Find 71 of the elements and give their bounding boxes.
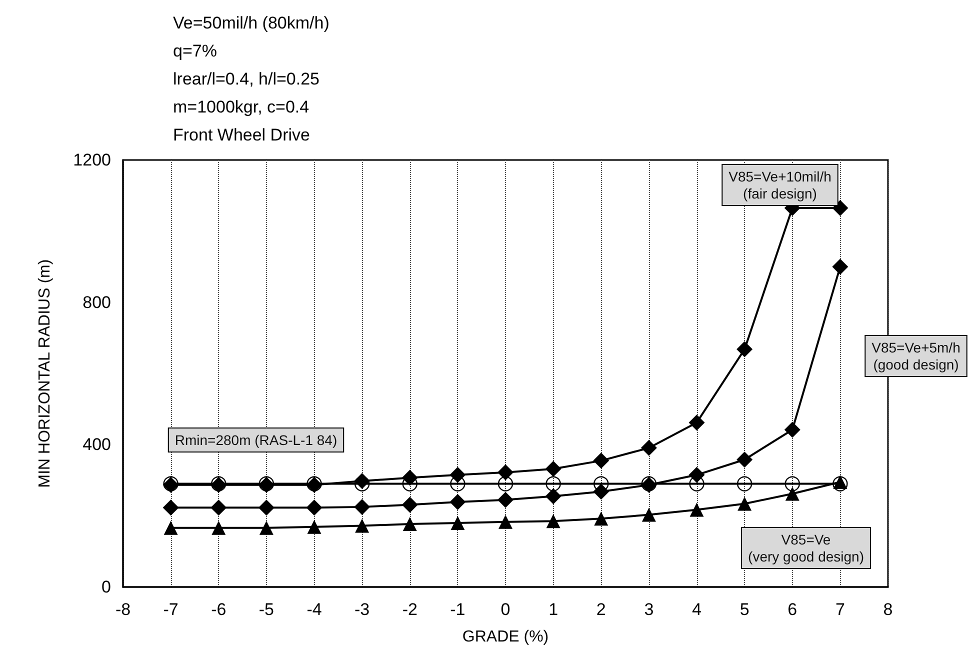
x-tick-label: 0	[500, 600, 510, 619]
point	[450, 466, 466, 483]
point	[688, 414, 705, 431]
y-tick-label: 400	[82, 435, 111, 454]
point	[498, 464, 514, 480]
point	[498, 492, 514, 508]
x-axis-title: GRADE (%)	[462, 628, 549, 646]
point	[688, 466, 705, 483]
point	[498, 476, 514, 492]
y-tick-label: 800	[82, 292, 111, 312]
point	[546, 514, 560, 528]
point	[593, 452, 610, 469]
x-tick-label: 4	[692, 600, 702, 619]
point	[642, 508, 656, 522]
point	[450, 476, 466, 492]
point	[450, 516, 465, 530]
x-tick-label: 7	[835, 600, 845, 619]
series-label: V85=Ve+10mil/h (fair design)	[728, 168, 832, 202]
point	[354, 498, 370, 515]
point	[307, 520, 322, 534]
point	[690, 502, 704, 517]
point	[736, 476, 752, 492]
point	[402, 496, 418, 513]
x-tick-label: 3	[644, 600, 654, 619]
x-tick-label: 5	[740, 600, 750, 619]
x-tick-label: 8	[883, 600, 893, 619]
point	[689, 476, 704, 492]
point	[258, 500, 274, 516]
point	[545, 488, 562, 504]
text: Rmin=280m (RAS-L-1 84)	[174, 432, 338, 448]
x-tick-label: 2	[596, 600, 606, 619]
point	[162, 500, 179, 516]
y-tick-label: 1200	[73, 150, 111, 170]
point	[832, 200, 848, 216]
point	[545, 460, 562, 477]
series-label: V85=Ve (very good design)	[748, 532, 864, 564]
point	[354, 476, 370, 492]
x-tick-label: -7	[163, 600, 178, 619]
point	[164, 520, 178, 535]
point	[306, 500, 322, 516]
x-tick-label: -1	[450, 600, 466, 619]
x-tick-label: -2	[402, 600, 418, 619]
x-tick-label: -3	[354, 600, 370, 619]
point	[546, 476, 561, 492]
point	[450, 494, 466, 510]
y-axis-title: MIN HORIZONTAL RADIUS (m)	[36, 259, 54, 488]
point	[832, 258, 848, 275]
point	[784, 422, 800, 438]
x-tick-label: -4	[306, 600, 322, 619]
y-tick-label: 0	[102, 578, 111, 596]
point	[640, 440, 657, 456]
point	[594, 476, 609, 492]
point	[402, 517, 417, 532]
point	[736, 452, 753, 468]
point	[355, 518, 370, 533]
x-tick-label: -8	[115, 600, 131, 619]
point	[594, 512, 608, 526]
x-tick-label: 6	[788, 600, 798, 619]
chart-title: Ve=50mil/h (80km/h) q=7% lrear/l=0.4, h/l=0.25 m=1000kgr, c=0.4 Front Wheel Drive	[173, 14, 330, 144]
point	[784, 476, 800, 492]
point	[785, 486, 800, 501]
point	[736, 341, 753, 358]
point	[498, 514, 512, 529]
point	[259, 520, 274, 535]
x-tick-label: -5	[258, 600, 274, 619]
point	[210, 500, 227, 516]
x-tick-label: -6	[211, 600, 226, 619]
x-tick-label: 1	[548, 600, 558, 619]
text: V85=Ve+5m/h (good design)	[872, 340, 960, 372]
point	[738, 496, 752, 511]
point	[212, 520, 226, 535]
